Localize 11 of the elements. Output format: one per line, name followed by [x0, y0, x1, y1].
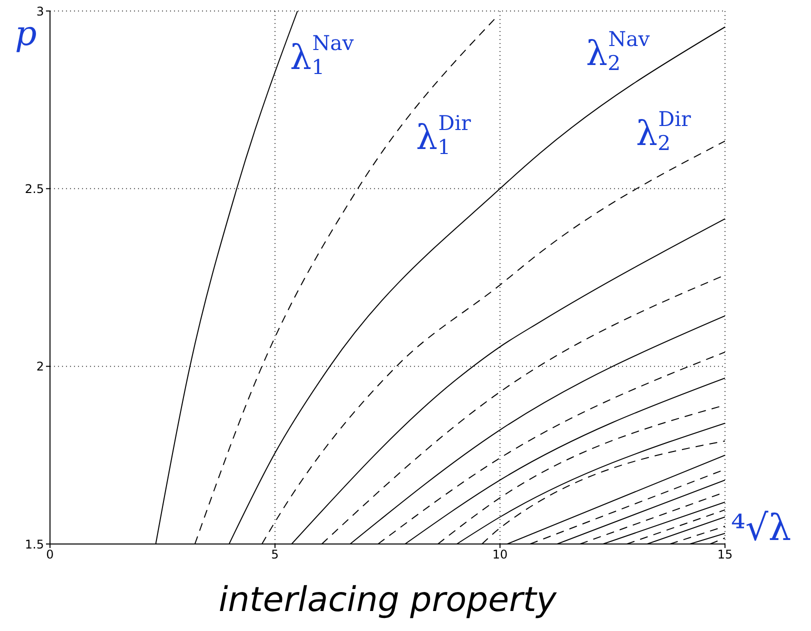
x-tick-label: 5	[271, 548, 279, 562]
x-tick-label: 0	[46, 548, 54, 562]
y-tick-label: 3	[36, 4, 44, 18]
text: interlacing property	[218, 580, 558, 620]
y-axis-title: p	[15, 14, 37, 54]
x-tick-label: 10	[492, 548, 508, 562]
y-tick-label: 1.5	[24, 537, 44, 552]
x-axis-title: ⁴√λ	[731, 508, 792, 549]
x-tick-label: 15	[717, 548, 733, 562]
y-tick-label: 2.5	[24, 182, 44, 196]
y-tick-label: 2	[36, 360, 44, 374]
